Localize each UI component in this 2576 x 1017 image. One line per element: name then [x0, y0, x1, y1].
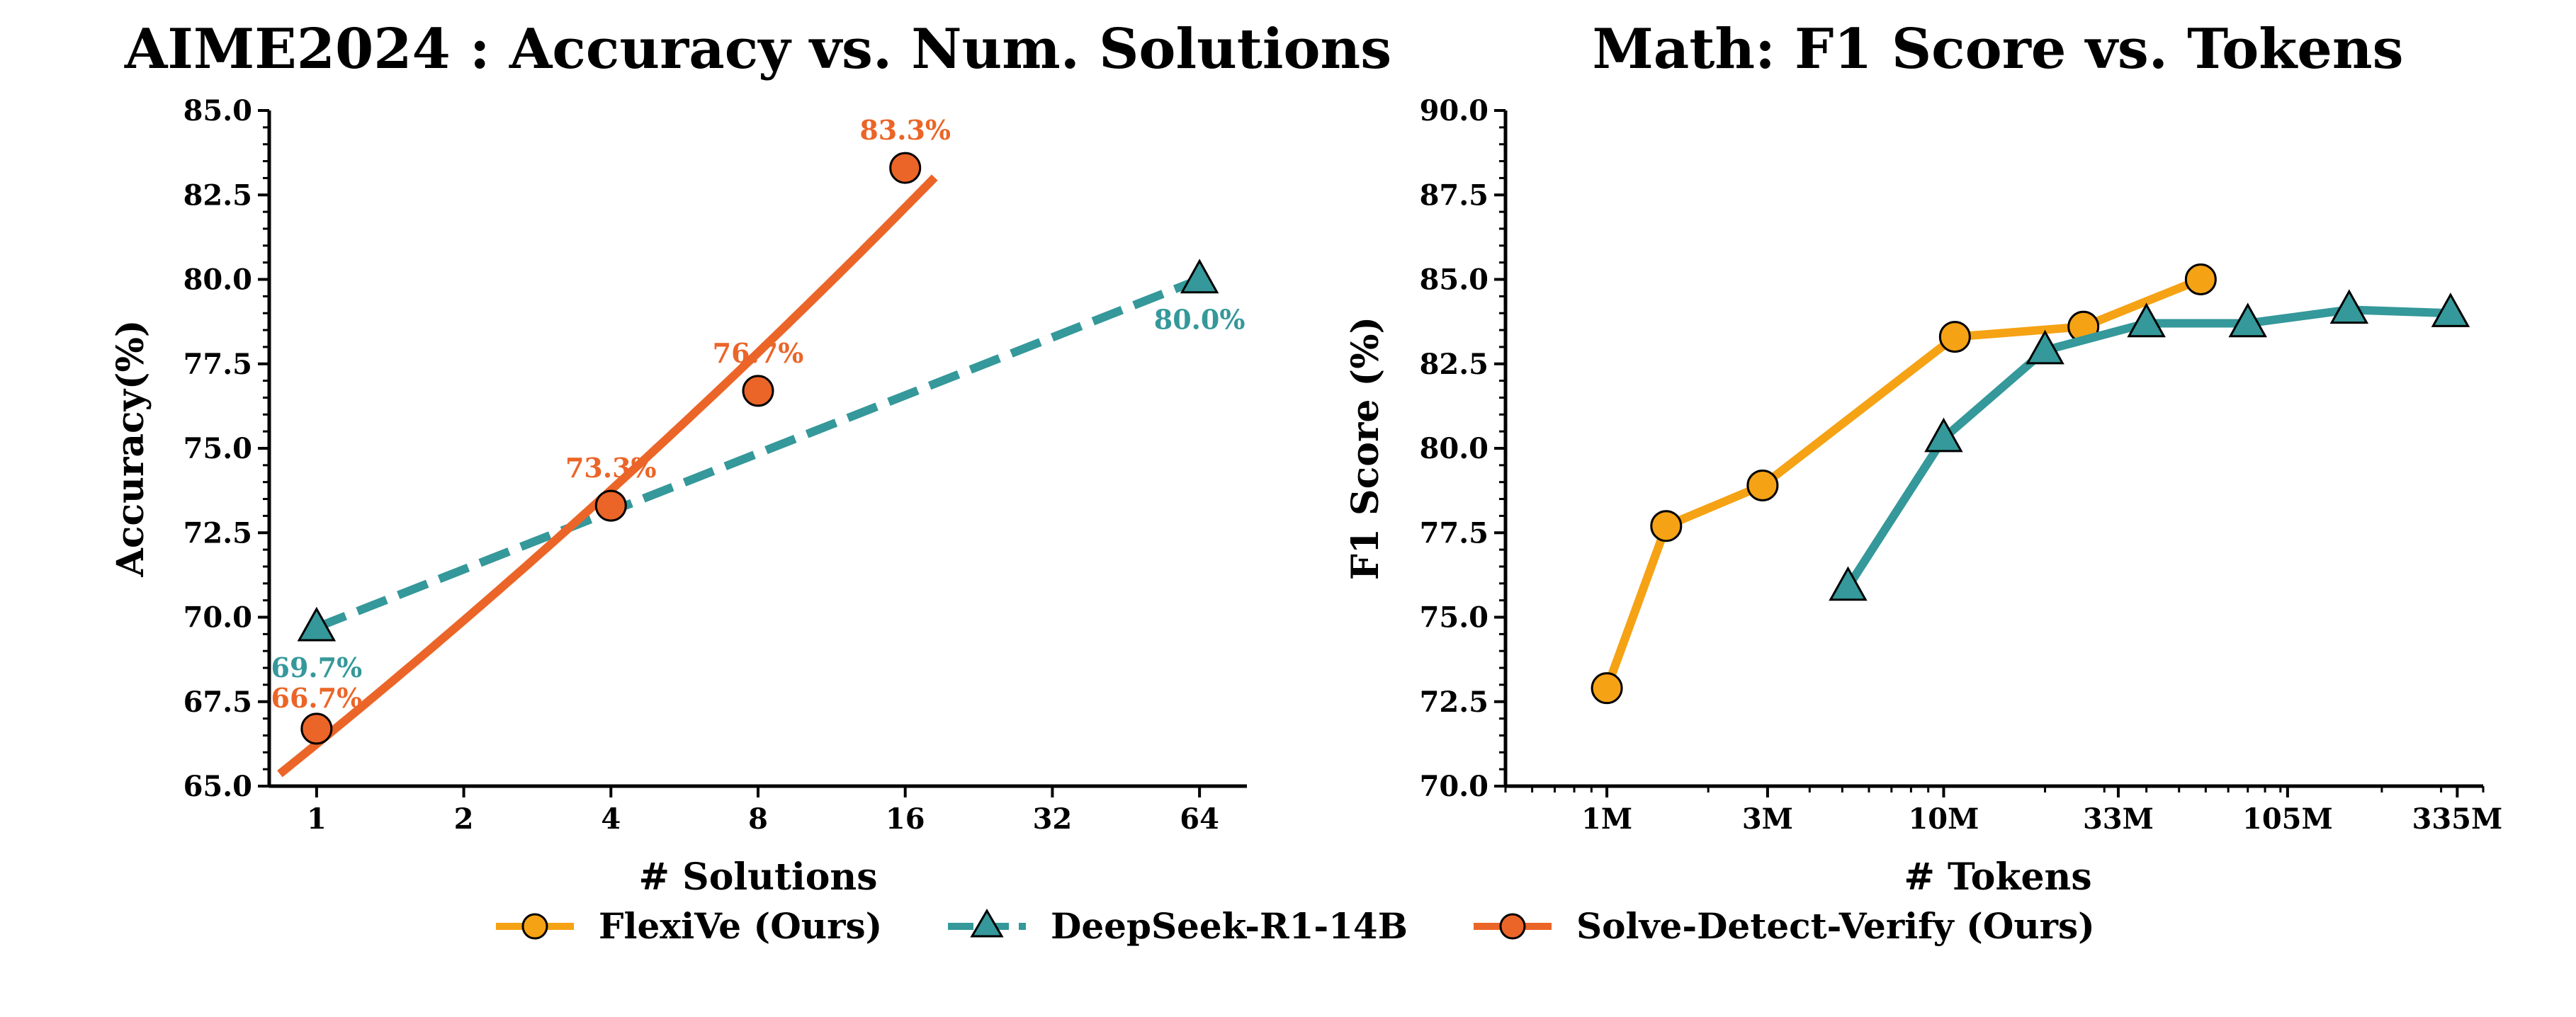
right-point-deepseek-r1-14b: [1924, 417, 1963, 453]
right-point-deepseek-r1-14b: [2228, 302, 2267, 338]
right-y-axis-label: F1 Score (%): [1344, 317, 1387, 580]
left-chart-series: [277, 152, 1219, 778]
legend-marker-sdv: [1499, 913, 1526, 940]
right-point-deepseek-r1-14b: [2329, 289, 2369, 324]
left-y-tick-label: 80.0: [183, 263, 252, 297]
right-point-flexive-ours: [1938, 321, 1971, 353]
right-point-deepseek-r1-14b: [2127, 302, 2166, 338]
legend-label-sdv: Solve-Detect-Verify (Ours): [1576, 905, 2095, 947]
left-x-tick-label: 2: [454, 802, 474, 836]
left-x-axis-label: # Solutions: [638, 856, 877, 899]
left-y-tick-label: 77.5: [183, 348, 252, 381]
left-point-solve-detect-verify-ours: [300, 712, 333, 745]
left-y-tick-label: 65.0: [183, 770, 252, 803]
left-series-solve-detect-verify-ours: [277, 152, 938, 778]
left-data-label-deepseek-r1-14b: 69.7%: [271, 652, 363, 683]
legend: FlexiVe (Ours) DeepSeek-R1-14B Solve-Det…: [496, 905, 2095, 947]
right-point-flexive-ours: [1591, 672, 1623, 705]
left-x-tick-label: 16: [886, 802, 925, 836]
right-y-tick-label: 75.0: [1420, 601, 1488, 635]
right-line-flexive-ours: [1603, 275, 2203, 690]
left-chart-data-labels: 69.7% 80.0% 66.7% 73.3% 76.7% 83.3%: [271, 114, 1245, 714]
left-y-tick-label: 72.5: [183, 516, 252, 550]
right-x-tick-label: 10M: [1908, 802, 1979, 836]
left-x-tick-label: 8: [748, 802, 768, 836]
left-y-tick-label: 75.0: [183, 432, 252, 465]
right-series-flexive-ours: [1591, 263, 2217, 705]
left-point-deepseek-r1-14b: [1180, 258, 1219, 294]
left-x-tick-label: 64: [1180, 802, 1219, 836]
right-point-flexive-ours: [1746, 469, 1779, 501]
left-y-tick-label: 85.0: [183, 94, 252, 127]
right-point-flexive-ours: [1650, 510, 1683, 542]
right-y-tick-label: 70.0: [1420, 770, 1488, 803]
left-y-tick-label: 67.5: [183, 686, 252, 719]
left-y-tick-label: 82.5: [183, 178, 252, 212]
left-data-label-solve-detect-verify-ours: 66.7%: [271, 682, 363, 714]
right-x-tick-label: 335M: [2412, 802, 2502, 836]
left-y-axis-label: Accuracy(%): [109, 319, 152, 577]
left-chart-ticks: 65.0 67.5 70.0 72.5 75.0 77.5 80.0 82.5 85.0 1 2 4 8…: [183, 94, 1219, 836]
right-y-tick-label: 77.5: [1420, 516, 1488, 550]
left-data-label-solve-detect-verify-ours: 73.3%: [565, 452, 657, 484]
right-y-tick-label: 80.0: [1420, 432, 1488, 465]
right-chart-series: [1591, 263, 2470, 705]
right-x-axis-label: # Tokens: [1904, 856, 2091, 899]
left-point-deepseek-r1-14b: [297, 606, 337, 642]
legend-label-flexive: FlexiVe (Ours): [599, 905, 882, 947]
left-chart-title: AIME2024 : Accuracy vs. Num. Solutions: [124, 17, 1391, 81]
right-x-tick-label: 105M: [2242, 802, 2333, 836]
legend-marker-deepseek: [970, 909, 1004, 938]
left-data-label-deepseek-r1-14b: 80.0%: [1154, 304, 1245, 336]
left-point-solve-detect-verify-ours: [889, 152, 922, 184]
left-x-tick-label: 32: [1033, 802, 1073, 836]
right-y-tick-label: 90.0: [1420, 94, 1488, 127]
legend-marker-flexive: [521, 913, 548, 940]
right-point-deepseek-r1-14b: [1829, 566, 1868, 601]
right-y-tick-label: 72.5: [1420, 686, 1488, 719]
left-y-tick-label: 70.0: [183, 601, 252, 635]
legend-item-sdv: Solve-Detect-Verify (Ours): [1474, 905, 2095, 947]
right-x-tick-label: 3M: [1742, 802, 1793, 836]
right-y-tick-label: 85.0: [1420, 263, 1488, 297]
right-chart-ticks: 70.0 72.5 75.0 77.5 80.0 82.5 85.0 87.5 90.0 1M 3M…: [1420, 94, 2503, 836]
left-x-tick-label: 4: [601, 802, 621, 836]
left-series-deepseek-r1-14b: [297, 258, 1219, 642]
left-data-label-solve-detect-verify-ours: 83.3%: [859, 114, 951, 146]
right-chart-panel: Math: F1 Score vs. Tokens 70.0 72.5 75.0 77…: [1344, 17, 2502, 899]
right-point-deepseek-r1-14b: [2431, 292, 2470, 327]
legend-label-deepseek: DeepSeek-R1-14B: [1051, 905, 1408, 947]
right-x-tick-label: 33M: [2083, 802, 2154, 836]
left-point-solve-detect-verify-ours: [742, 375, 774, 407]
left-data-label-solve-detect-verify-ours: 76.7%: [713, 337, 804, 369]
left-point-solve-detect-verify-ours: [594, 489, 627, 522]
right-series-deepseek-r1-14b: [1829, 289, 2470, 601]
left-line-deepseek-r1-14b: [315, 275, 1202, 632]
right-chart-title: Math: F1 Score vs. Tokens: [1592, 17, 2403, 81]
right-y-tick-label: 82.5: [1420, 348, 1488, 381]
right-point-flexive-ours: [2184, 263, 2217, 295]
left-x-tick-label: 1: [307, 802, 327, 836]
legend-item-flexive: FlexiVe (Ours): [496, 905, 882, 947]
left-chart-panel: AIME2024 : Accuracy vs. Num. Solutions 6…: [109, 17, 1391, 899]
right-point-deepseek-r1-14b: [2026, 329, 2064, 365]
legend-item-deepseek: DeepSeek-R1-14B: [948, 905, 1408, 947]
right-x-tick-label: 1M: [1581, 802, 1632, 836]
right-y-tick-label: 87.5: [1420, 178, 1488, 212]
